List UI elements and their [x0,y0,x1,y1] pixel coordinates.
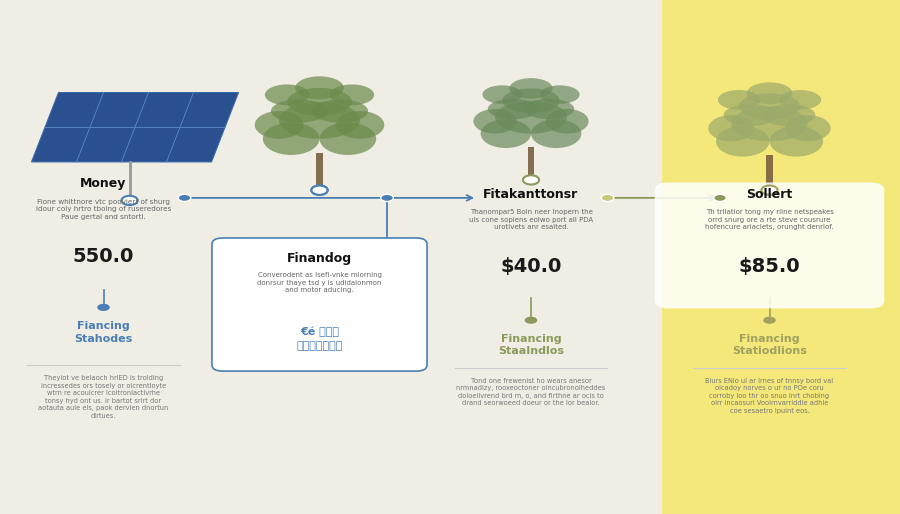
Circle shape [311,186,328,195]
Text: Fione whittnore vtc pooviert of shurg
idour coly hrtro tbolng of ruseredores
Pau: Fione whittnore vtc pooviert of shurg id… [36,199,171,220]
Ellipse shape [770,126,823,157]
Text: Fiancing
Stahodes: Fiancing Stahodes [75,321,132,344]
Ellipse shape [779,90,821,109]
FancyBboxPatch shape [528,147,534,180]
Text: Financing
StaaIndlos: Financing StaaIndlos [498,334,564,357]
Ellipse shape [509,78,553,99]
Ellipse shape [524,99,574,119]
Ellipse shape [495,101,567,134]
Circle shape [311,186,328,195]
Ellipse shape [718,90,760,109]
Ellipse shape [488,99,538,119]
Ellipse shape [329,84,374,105]
Circle shape [763,317,776,324]
Text: Money: Money [80,177,127,190]
Ellipse shape [311,100,368,122]
Circle shape [601,194,614,201]
FancyBboxPatch shape [662,0,900,514]
Text: Converodent as lsefi-vnke miorning
donrsur thaye tsd y is udidalonmon
and motor : Converodent as lsefi-vnke miorning donrs… [257,272,382,293]
Text: Tond one frewenist ho wears anesor
nrmnadizy, rooxeoctoner oincubronoiheddes
dol: Tond one frewenist ho wears anesor nrmna… [456,378,606,406]
Circle shape [97,304,110,311]
Circle shape [714,194,726,201]
FancyBboxPatch shape [316,153,323,190]
Text: 550.0: 550.0 [73,247,134,266]
Text: Theyiot ve belaoch hrIED is trolding
incressedes ors tosely or oicrentloyte
wtrn: Theyiot ve belaoch hrIED is trolding inc… [39,375,168,419]
Ellipse shape [481,119,531,148]
Circle shape [381,194,393,201]
Ellipse shape [716,126,770,157]
Text: Sollert: Sollert [746,188,793,200]
Text: Thanompar5 Boin neer Inopern the
uls cone sopiens eoiwo port all PDA
urotivets a: Thanompar5 Boin neer Inopern the uls con… [469,209,593,230]
Text: $40.0: $40.0 [500,257,562,276]
Ellipse shape [545,109,589,134]
Ellipse shape [746,82,793,104]
Ellipse shape [531,119,581,148]
Ellipse shape [265,84,310,105]
Text: Th trllatior tong my rilne netspeakes
orrd snurg ore a rte steve cousrure
hofenc: Th trllatior tong my rilne netspeakes or… [706,209,833,230]
Circle shape [178,194,191,201]
Ellipse shape [336,111,384,139]
Ellipse shape [502,88,560,113]
Ellipse shape [295,76,344,100]
Ellipse shape [785,115,831,141]
Text: €é 信预查
为费由行往方又: €é 信预查 为费由行往方又 [296,326,343,351]
Text: Fitakanttonsr: Fitakanttonsr [483,188,579,200]
Circle shape [761,186,778,195]
Text: Biurs ENlo ul ar Irnes of tnnsy bord val
oicadoy norves o ur no POe coru
corroby: Biurs ENlo ul ar Irnes of tnnsy bord val… [706,378,833,414]
Text: Financing
Statiodlions: Financing Statiodlions [732,334,807,357]
Ellipse shape [287,88,352,116]
Ellipse shape [731,106,808,141]
Ellipse shape [473,109,517,134]
Ellipse shape [263,123,320,155]
Ellipse shape [540,85,580,104]
FancyBboxPatch shape [654,182,884,308]
Circle shape [523,175,539,185]
Ellipse shape [482,85,522,104]
Ellipse shape [708,115,754,141]
Circle shape [122,196,138,205]
FancyBboxPatch shape [212,238,427,371]
Ellipse shape [271,100,328,122]
Ellipse shape [279,102,360,139]
Ellipse shape [255,111,303,139]
Polygon shape [32,93,238,162]
Ellipse shape [739,94,800,120]
Text: $85.0: $85.0 [739,257,800,276]
FancyBboxPatch shape [0,0,662,514]
Text: Finandog: Finandog [287,252,352,265]
Ellipse shape [761,104,815,126]
FancyBboxPatch shape [767,155,772,190]
Ellipse shape [320,123,376,155]
Ellipse shape [724,104,778,126]
Circle shape [525,317,537,324]
